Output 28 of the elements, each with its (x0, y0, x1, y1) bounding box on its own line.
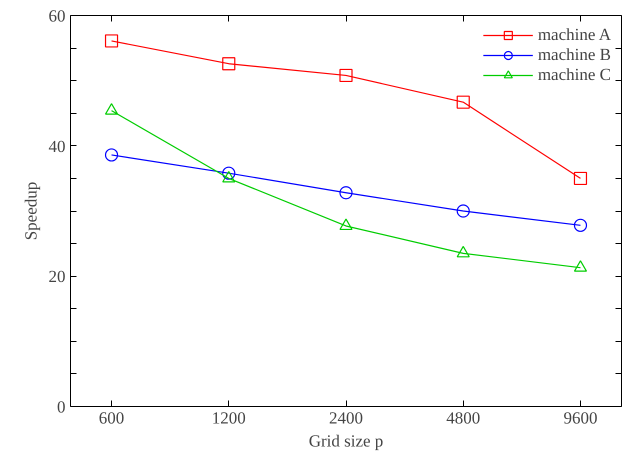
y-tick-label: 0 (57, 398, 66, 416)
point (339, 68, 353, 82)
y-axis-title: Speedup (22, 182, 40, 240)
x-tick-label: 2400 (329, 408, 363, 428)
point (574, 260, 588, 272)
point (339, 186, 353, 200)
point (456, 96, 470, 109)
y-tick-label: 40 (48, 136, 66, 156)
point (339, 218, 353, 230)
legend-label: machine B (538, 45, 611, 65)
x-tick-label: 9600 (563, 408, 598, 428)
point (456, 246, 470, 258)
point (222, 166, 236, 180)
legend-label: machine C (538, 65, 611, 85)
x-tick-label: 1200 (212, 408, 246, 428)
point (104, 148, 118, 162)
y-tick-label: 60 (48, 6, 66, 26)
point (574, 218, 588, 232)
x-axis-title: Grid size p (308, 432, 384, 450)
point (456, 204, 470, 218)
point (222, 57, 236, 70)
point (222, 170, 236, 182)
x-tick-label: 4800 (446, 408, 480, 428)
legend-label: machine A (538, 25, 611, 45)
y-tick-label: 20 (48, 267, 66, 286)
x-tick-label: 600 (98, 408, 124, 428)
point (574, 172, 588, 186)
point (104, 34, 118, 48)
